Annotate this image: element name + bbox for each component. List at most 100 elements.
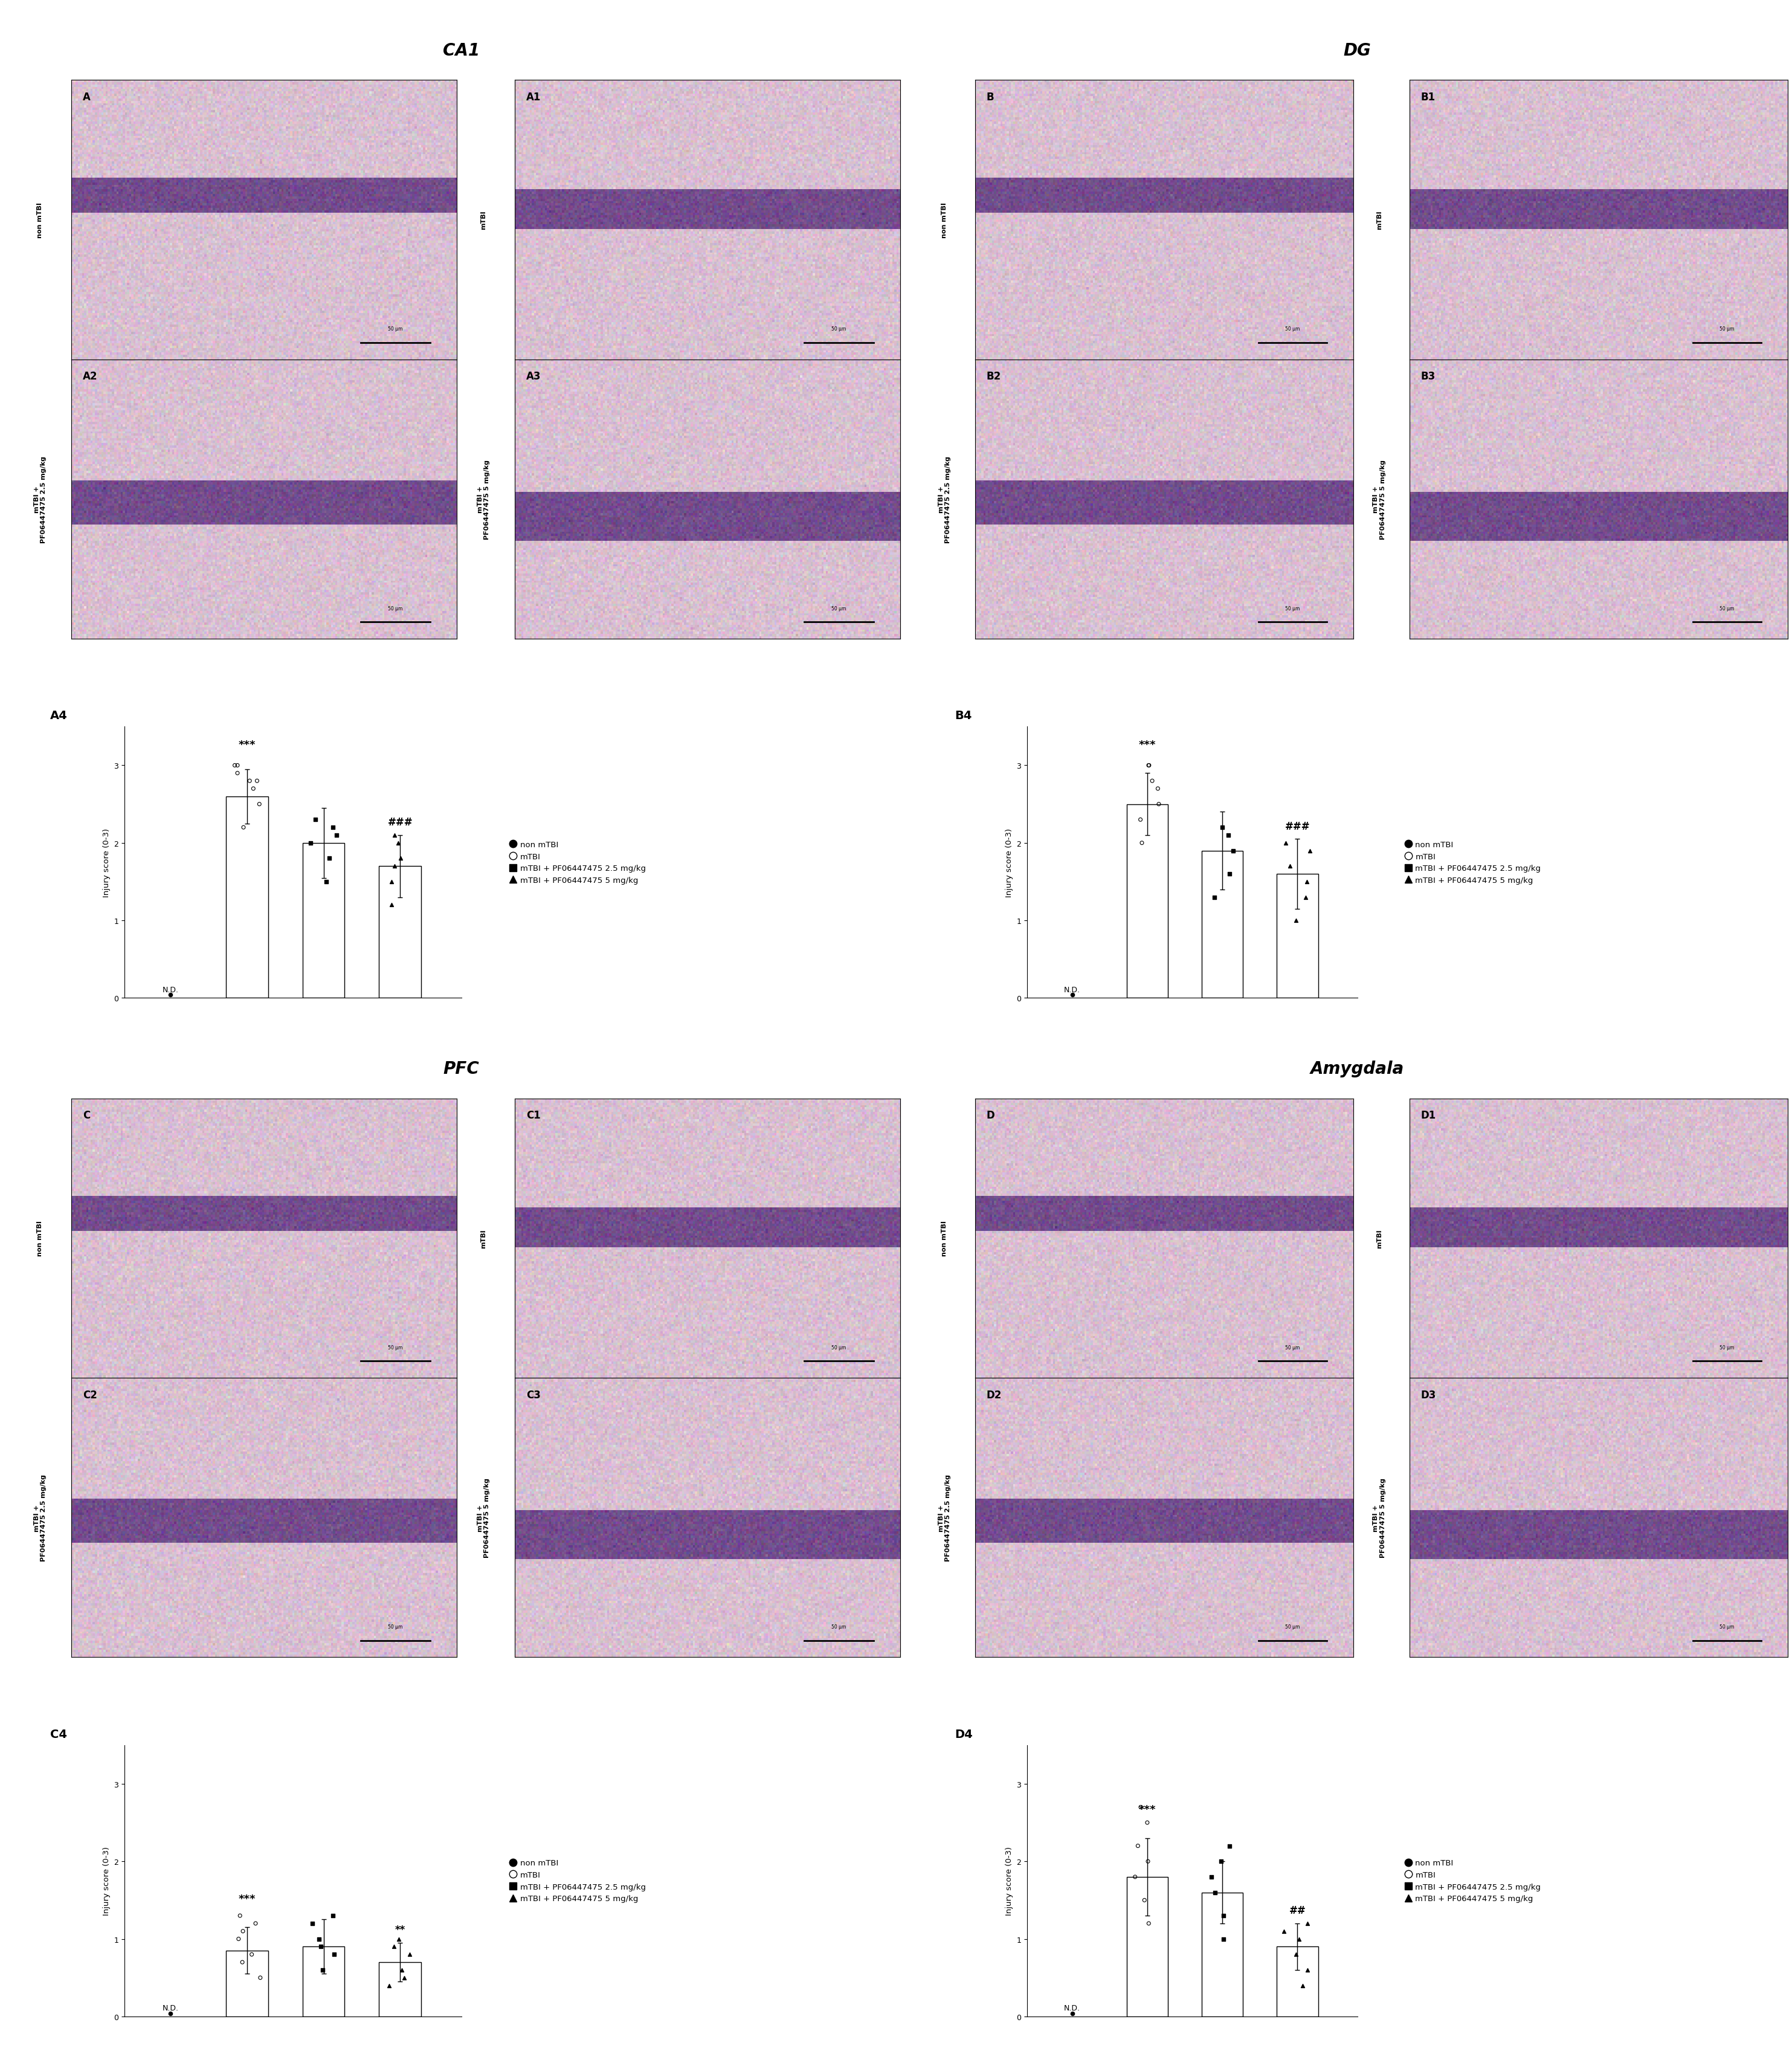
Text: **: ** [394, 1923, 405, 1936]
Text: B: B [986, 93, 995, 103]
Point [380, 1929, 409, 1962]
Bar [1202, 852, 1244, 998]
Point [246, 1960, 274, 1993]
Point [1206, 1845, 1235, 1878]
Point [1210, 1899, 1238, 1932]
Point [387, 1954, 416, 1987]
Point [1143, 773, 1172, 806]
Point [319, 1899, 348, 1932]
Text: 50 μm: 50 μm [387, 605, 403, 611]
Text: 50 μm: 50 μm [1720, 1623, 1735, 1629]
Text: mTBI +
PF06447475 5 mg/kg: mTBI + PF06447475 5 mg/kg [477, 459, 491, 539]
Y-axis label: Injury score (0-3): Injury score (0-3) [102, 829, 111, 897]
Text: 50 μm: 50 μm [1285, 1345, 1299, 1349]
Bar [303, 843, 344, 998]
Point [1131, 1884, 1159, 1917]
Point [391, 1960, 419, 1993]
Point [229, 810, 258, 843]
Point [376, 889, 405, 922]
Point [1271, 1915, 1299, 1948]
Point [1281, 905, 1310, 938]
Legend: non mTBI, mTBI, mTBI + PF06447475 2.5 mg/kg, mTBI + PF06447475 5 mg/kg: non mTBI, mTBI, mTBI + PF06447475 2.5 mg… [505, 837, 649, 887]
Text: 50 μm: 50 μm [831, 1345, 846, 1349]
Text: mTBI: mTBI [480, 1228, 487, 1249]
Text: CA1: CA1 [443, 41, 480, 60]
Text: mTBI +
PF06447475 2.5 mg/kg: mTBI + PF06447475 2.5 mg/kg [34, 457, 47, 543]
Text: non mTBI: non mTBI [941, 1220, 948, 1257]
Point [1134, 749, 1163, 782]
Text: B1: B1 [1421, 93, 1435, 103]
Point [312, 866, 340, 899]
Legend: non mTBI, mTBI, mTBI + PF06447475 2.5 mg/kg, mTBI + PF06447475 5 mg/kg: non mTBI, mTBI, mTBI + PF06447475 2.5 mg… [1401, 837, 1545, 887]
Point [383, 827, 412, 860]
Text: mTBI: mTBI [1376, 1228, 1382, 1249]
Point [305, 1923, 333, 1956]
Point [1145, 788, 1174, 821]
Text: A4: A4 [50, 710, 68, 722]
Bar [226, 1950, 269, 2016]
Bar [1202, 1892, 1244, 2016]
Text: 50 μm: 50 μm [1285, 1623, 1299, 1629]
Text: C3: C3 [527, 1388, 541, 1401]
Point [235, 765, 263, 798]
Text: D3: D3 [1421, 1388, 1435, 1401]
Text: Amygdala: Amygdala [1310, 1059, 1405, 1078]
Point [315, 841, 344, 874]
Point [301, 804, 330, 837]
Text: N.D.: N.D. [161, 985, 179, 994]
Text: ***: *** [238, 738, 256, 751]
Bar [1276, 874, 1319, 998]
Point [387, 841, 416, 874]
Bar [1127, 1876, 1168, 2016]
Text: ***: *** [238, 1892, 256, 1905]
Point [380, 850, 409, 882]
Text: ***: *** [1138, 1804, 1156, 1814]
Point [1197, 1860, 1226, 1892]
Point [237, 1938, 265, 1971]
Point [238, 773, 267, 806]
Text: mTBI +
PF06447475 5 mg/kg: mTBI + PF06447475 5 mg/kg [1373, 459, 1385, 539]
Text: B2: B2 [986, 370, 1002, 383]
Text: 50 μm: 50 μm [1285, 605, 1299, 611]
Point [308, 1954, 337, 1987]
Point [1120, 1860, 1149, 1892]
Text: D4: D4 [955, 1728, 973, 1740]
Text: C: C [82, 1111, 90, 1121]
Point [1138, 765, 1167, 798]
Point [1281, 1938, 1310, 1971]
Text: mTBI: mTBI [1376, 210, 1382, 230]
Point [1057, 979, 1086, 1012]
Bar [1276, 1946, 1319, 2016]
Text: mTBI +
PF06447475 5 mg/kg: mTBI + PF06447475 5 mg/kg [1373, 1477, 1385, 1557]
Text: A3: A3 [527, 370, 541, 383]
Point [1134, 1845, 1163, 1878]
Point [242, 1907, 271, 1940]
Bar [380, 1962, 421, 2016]
Bar [1127, 804, 1168, 998]
Text: mTBI +
PF06447475 2.5 mg/kg: mTBI + PF06447475 2.5 mg/kg [937, 457, 952, 543]
Text: C1: C1 [527, 1111, 541, 1121]
Point [246, 788, 274, 821]
Point [1208, 810, 1236, 843]
Point [156, 1997, 185, 2030]
Point [1201, 880, 1229, 913]
Text: N.D.: N.D. [161, 2004, 179, 2012]
Text: ##: ## [1288, 1905, 1306, 1915]
Point [1201, 1876, 1229, 1909]
Text: PFC: PFC [443, 1059, 480, 1078]
Text: D2: D2 [986, 1388, 1002, 1401]
Point [319, 1938, 348, 1971]
Point [228, 1946, 256, 1979]
Y-axis label: Injury score (0-3): Injury score (0-3) [1005, 829, 1012, 897]
Text: mTBI +
PF06447475 2.5 mg/kg: mTBI + PF06447475 2.5 mg/kg [937, 1475, 952, 1561]
Point [1219, 835, 1247, 868]
Text: 50 μm: 50 μm [387, 1345, 403, 1349]
Y-axis label: Injury score (0-3): Injury score (0-3) [1005, 1847, 1012, 1915]
Point [1288, 1969, 1317, 2001]
Text: C4: C4 [50, 1728, 66, 1740]
Text: ###: ### [387, 817, 412, 827]
Text: 50 μm: 50 μm [831, 1623, 846, 1629]
Bar [303, 1946, 344, 2016]
Text: A: A [82, 93, 91, 103]
Text: 50 μm: 50 μm [1720, 1345, 1735, 1349]
